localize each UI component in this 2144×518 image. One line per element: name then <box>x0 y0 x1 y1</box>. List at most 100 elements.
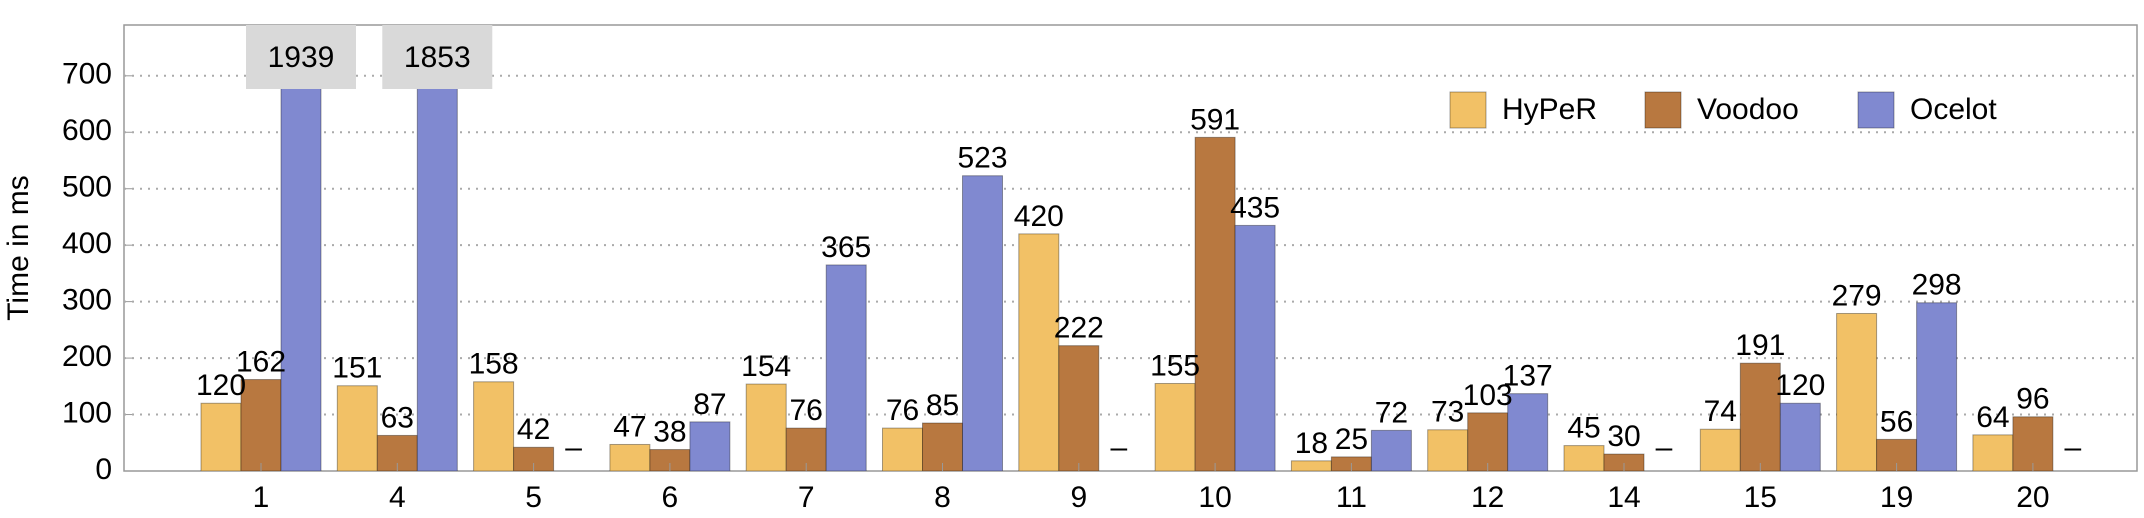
bar <box>1563 445 1605 471</box>
value-label: 154 <box>741 350 791 383</box>
legend-swatch <box>1449 91 1487 129</box>
x-tick-label: 1 <box>253 481 270 514</box>
bar <box>1739 362 1781 471</box>
bars <box>200 25 2054 471</box>
x-tick-label: 4 <box>389 481 406 514</box>
bar <box>1603 453 1645 471</box>
value-label: 120 <box>196 369 246 402</box>
x-tick-label: 11 <box>1336 481 1367 514</box>
value-label: 25 <box>1335 423 1368 456</box>
legend-swatch <box>1857 91 1895 129</box>
bar <box>336 385 378 471</box>
y-axis-label: Time in ms <box>2 175 35 321</box>
value-label: 56 <box>1880 405 1913 438</box>
bar <box>1018 233 1060 471</box>
bar <box>280 25 322 471</box>
value-label: 158 <box>469 348 519 381</box>
plot-frame <box>123 24 2138 472</box>
value-label: 42 <box>517 413 550 446</box>
x-tick-label: 14 <box>1607 481 1640 514</box>
value-label: – <box>2065 431 2082 464</box>
value-label: 523 <box>957 142 1007 175</box>
x-tick-label: 5 <box>525 481 542 514</box>
bar <box>825 264 867 471</box>
value-label: 47 <box>613 410 646 443</box>
bar <box>882 427 923 471</box>
value-label: 18 <box>1295 427 1328 460</box>
legend-swatch <box>1644 91 1682 129</box>
x-tick-label: 6 <box>662 481 679 514</box>
bar <box>2012 416 2054 471</box>
value-label: 96 <box>2016 383 2049 416</box>
value-label: 120 <box>1775 369 1825 402</box>
x-tick-label: 8 <box>934 481 951 514</box>
bar <box>1290 460 1332 471</box>
value-label: 76 <box>886 394 919 427</box>
bar <box>1916 302 1958 471</box>
value-label: – <box>1110 431 1127 464</box>
bar <box>745 383 787 471</box>
value-label: 73 <box>1431 396 1464 429</box>
value-label: 30 <box>1607 420 1640 453</box>
bar <box>1467 412 1509 471</box>
bar <box>416 25 458 471</box>
value-label: 162 <box>236 345 286 378</box>
value-label: 222 <box>1054 312 1104 345</box>
value-label: 87 <box>693 388 726 421</box>
x-tick-label: 15 <box>1744 481 1777 514</box>
value-label: 420 <box>1014 200 1064 233</box>
bar <box>609 443 651 471</box>
value-label: 279 <box>1832 279 1882 312</box>
value-label: 365 <box>821 231 871 264</box>
value-label: 64 <box>1976 401 2009 434</box>
bar <box>1972 434 2014 471</box>
bar <box>1427 429 1469 471</box>
x-tick-label: 12 <box>1471 481 1504 514</box>
bar <box>200 402 242 471</box>
value-label: 151 <box>332 352 382 385</box>
legend-label: Ocelot <box>1910 93 1997 126</box>
label-box <box>382 25 493 89</box>
legend-label: Voodoo <box>1697 93 1799 126</box>
value-label: – <box>565 431 582 464</box>
bar <box>1370 429 1412 471</box>
bar <box>1507 393 1549 471</box>
value-label: 76 <box>790 394 823 427</box>
y-tick-label: 500 <box>62 171 112 204</box>
x-tick-label: 19 <box>1880 481 1913 514</box>
y-tick-label: 700 <box>62 58 112 91</box>
y-tick-label: 300 <box>62 284 112 317</box>
value-label: 72 <box>1375 396 1408 429</box>
value-label: 435 <box>1230 191 1280 224</box>
bar <box>1194 136 1236 471</box>
y-tick-label: 0 <box>95 453 112 486</box>
legend-label: HyPeR <box>1502 93 1597 126</box>
value-label: 63 <box>381 401 414 434</box>
x-tick-label: 20 <box>2016 481 2049 514</box>
bar <box>1154 382 1196 471</box>
y-tick-label: 200 <box>62 340 112 373</box>
y-tick-label: 600 <box>62 114 112 147</box>
value-label: 74 <box>1704 395 1737 428</box>
value-label: 38 <box>653 415 686 448</box>
value-label: 1853 <box>404 41 471 74</box>
bar <box>473 381 515 471</box>
bar <box>1234 224 1276 471</box>
bar <box>1058 345 1100 471</box>
value-label: 103 <box>1463 379 1513 412</box>
value-label: 137 <box>1503 360 1553 393</box>
y-tick-label: 400 <box>62 227 112 260</box>
value-label: 45 <box>1567 412 1600 445</box>
x-tick-label: 10 <box>1198 481 1231 514</box>
bar <box>1836 312 1878 471</box>
bar <box>1779 402 1821 471</box>
value-label: 155 <box>1150 349 1200 382</box>
x-tick-label: 9 <box>1070 481 1087 514</box>
value-label: 1939 <box>268 41 335 74</box>
value-label: 191 <box>1735 329 1785 362</box>
x-tick-label: 7 <box>798 481 815 514</box>
value-label: – <box>1656 431 1673 464</box>
y-tick-label: 100 <box>62 396 112 429</box>
value-label: 85 <box>926 389 959 422</box>
